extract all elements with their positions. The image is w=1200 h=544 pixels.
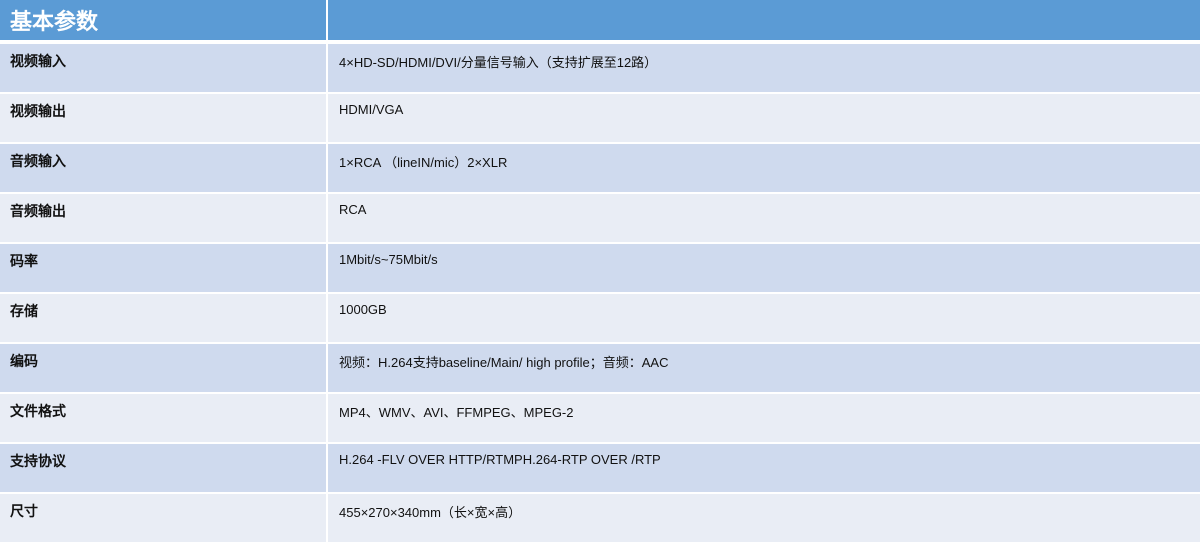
spec-label: 视频输出 (0, 93, 328, 144)
spec-label: 音频输出 (0, 193, 328, 244)
spec-label: 音频输入 (0, 143, 328, 194)
table-row: 文件格式 MP4、WMV、AVI、FFMPEG、MPEG-2 (0, 393, 1200, 444)
spec-value: 4×HD-SD/HDMI/DVI/分量信号输入（支持扩展至12路） (327, 42, 1200, 94)
table-row: 视频输出 HDMI/VGA (0, 93, 1200, 144)
spec-label: 支持协议 (0, 443, 328, 494)
table-row: 音频输出 RCA (0, 193, 1200, 244)
spec-value: 1Mbit/s~75Mbit/s (327, 243, 1200, 294)
table-row: 音频输入 1×RCA （lineIN/mic）2×XLR (0, 143, 1200, 194)
spec-value: 1000GB (327, 293, 1200, 344)
header-blank (327, 0, 1200, 44)
table-title: 基本参数 (0, 0, 328, 44)
spec-value: H.264 -FLV OVER HTTP/RTMPH.264-RTP OVER … (327, 443, 1200, 494)
spec-value: 1×RCA （lineIN/mic）2×XLR (327, 143, 1200, 194)
table-row: 存储 1000GB (0, 293, 1200, 344)
header-row: 基本参数 (0, 0, 1200, 44)
spec-label: 码率 (0, 243, 328, 294)
spec-label: 视频输入 (0, 42, 328, 94)
spec-label: 尺寸 (0, 493, 328, 544)
spec-label: 文件格式 (0, 393, 328, 444)
spec-value: HDMI/VGA (327, 93, 1200, 144)
spec-label: 编码 (0, 343, 328, 394)
spec-label: 存储 (0, 293, 328, 344)
spec-value: 455×270×340mm（长×宽×高） (327, 493, 1200, 544)
spec-value: RCA (327, 193, 1200, 244)
table-row: 支持协议 H.264 -FLV OVER HTTP/RTMPH.264-RTP O… (0, 443, 1200, 494)
spec-value: 视频：H.264支持baseline/Main/ high profile；音频… (327, 343, 1200, 394)
spec-value: MP4、WMV、AVI、FFMPEG、MPEG-2 (327, 393, 1200, 444)
table-row: 码率 1Mbit/s~75Mbit/s (0, 243, 1200, 294)
table-row: 编码 视频：H.264支持baseline/Main/ high profile；… (0, 343, 1200, 394)
table-row: 视频输入 4×HD-SD/HDMI/DVI/分量信号输入（支持扩展至12路） (0, 42, 1200, 94)
table-row: 尺寸 455×270×340mm（长×宽×高） (0, 493, 1200, 544)
